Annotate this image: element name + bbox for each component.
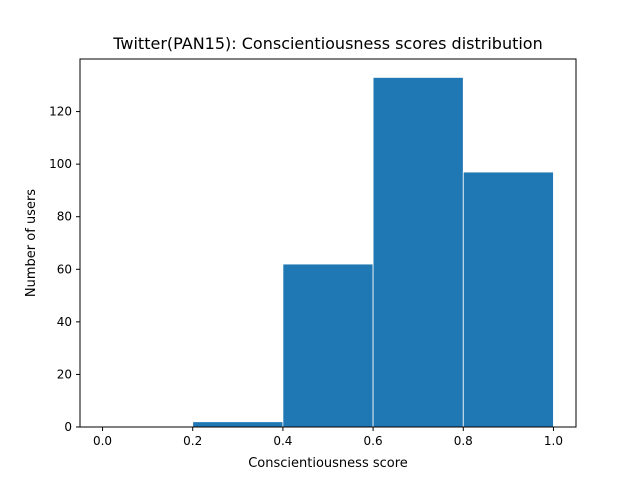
x-tick-label: 1.0 [544, 434, 563, 448]
x-tick-label: 0.0 [93, 434, 112, 448]
x-axis-ticks: 0.0 0.2 0.4 0.6 0.8 1.0 [93, 427, 563, 448]
x-tick-label: 0.6 [364, 434, 383, 448]
x-tick-label: 0.4 [273, 434, 292, 448]
plot-area-frame [79, 58, 577, 428]
y-tick-label: 20 [57, 367, 72, 381]
histogram-bar-2 [282, 263, 374, 428]
chart-title: Twitter(PAN15): Conscientiousness scores… [112, 34, 542, 53]
y-tick-label: 60 [57, 262, 72, 276]
y-axis-label: Number of users [24, 189, 39, 297]
y-tick-label: 120 [49, 105, 72, 119]
histogram-bar-3 [372, 77, 464, 428]
y-tick-label: 80 [57, 210, 72, 224]
x-axis-label: Conscientiousness score [248, 456, 408, 471]
y-axis-ticks: 0 20 40 60 80 100 120 [49, 105, 80, 434]
x-tick-label: 0.2 [183, 434, 202, 448]
y-tick-label: 0 [64, 420, 72, 434]
histogram-bar-1 [192, 421, 284, 428]
y-tick-label: 100 [49, 157, 72, 171]
x-tick-label: 0.8 [454, 434, 473, 448]
bars-group [192, 77, 554, 428]
histogram-bar-4 [462, 171, 554, 428]
y-tick-label: 40 [57, 315, 72, 329]
